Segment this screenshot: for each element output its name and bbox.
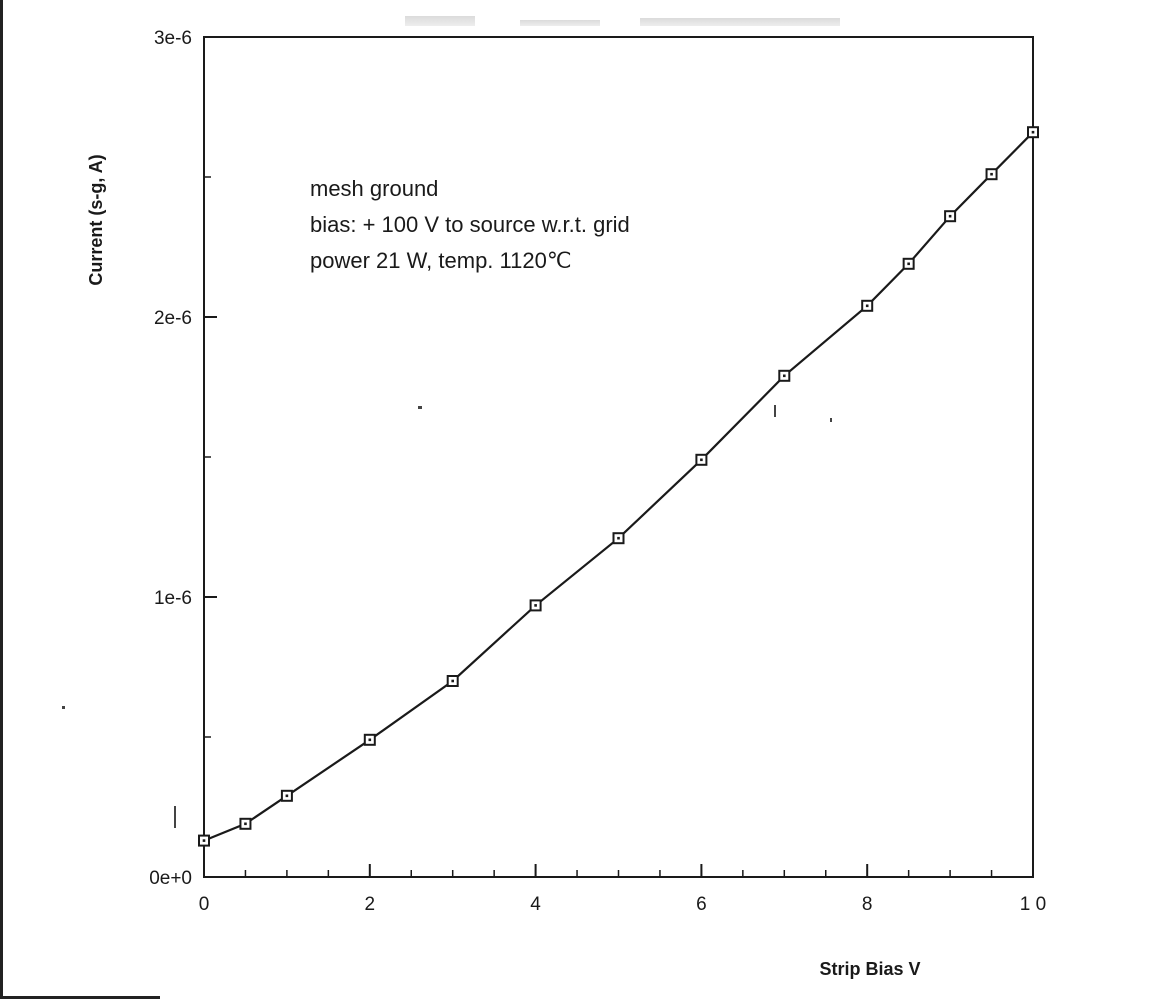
series-line [203,131,1034,842]
scan-artifact [405,16,475,26]
marker-dot [534,604,537,607]
marker-dot [783,374,786,378]
marker-dot [907,262,910,266]
data-point-marker [280,789,293,802]
series-layer [198,126,1039,847]
marker-dot [990,172,993,176]
y-tick-label: 3e-6 [154,28,192,49]
data-point-marker [695,453,708,466]
marker-dot [285,794,289,798]
marker-dot [368,738,372,742]
annotation-block: mesh ground bias: + 100 V to source w.r.t… [310,176,630,273]
data-point-marker [1027,126,1039,139]
page-border-bottom [0,996,160,999]
data-point-marker [985,168,998,181]
x-axis-label: Strip Bias V [819,959,920,979]
annotation-line: bias: + 100 V to source w.r.t. grid [310,212,630,237]
data-point-marker [529,599,542,612]
data-point-marker [239,817,252,830]
data-point-marker [198,834,210,847]
scan-artifact [640,18,840,26]
marker-dot [1031,130,1035,134]
axis-tick-labels: 0 2 4 6 8 1 0 0e+0 1e-6 2e-6 3e-6 [149,28,1046,915]
scan-speck [774,405,776,417]
data-point-marker [944,210,957,223]
marker-dot [865,304,869,308]
marker-dot [451,679,454,683]
plot-frame [203,36,1034,878]
x-tick-label: 1 0 [1020,894,1046,915]
scan-speck [62,706,65,709]
data-point-marker [612,532,625,545]
scan-artifact [520,20,600,26]
data-point-marker [363,733,376,746]
marker-dot [617,536,620,540]
annotation-line: mesh ground [310,176,438,201]
y-tick-label: 0e+0 [149,868,192,889]
x-tick-label: 6 [696,894,707,915]
data-point-marker [778,369,791,382]
marker-dot [948,214,952,218]
x-tick-label: 0 [199,894,210,915]
x-tick-label: 4 [530,894,541,915]
x-tick-label: 2 [365,894,376,915]
plot-axes [203,36,1034,878]
data-point-marker [861,299,874,312]
scan-speck [830,418,832,422]
y-tick-label: 1e-6 [154,588,192,609]
scan-speck [174,806,176,828]
axis-ticks [203,36,1034,878]
marker-dot [202,839,206,842]
marker-dot [244,822,247,826]
data-point-marker [446,675,459,687]
x-tick-label: 8 [862,894,873,915]
y-tick-label: 2e-6 [154,308,192,329]
data-point-marker [902,257,915,270]
y-axis-label: Current (s-g, A) [86,154,106,285]
page-border-left [0,0,3,999]
scan-speck [418,406,422,409]
marker-dot [700,458,703,462]
annotation-line: power 21 W, temp. 1120℃ [310,248,572,273]
